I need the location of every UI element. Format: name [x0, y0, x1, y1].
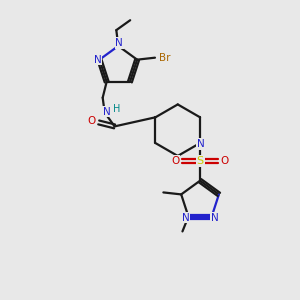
Text: N: N — [116, 38, 123, 48]
Text: O: O — [221, 156, 229, 166]
Text: O: O — [171, 156, 179, 166]
Text: N: N — [182, 212, 189, 223]
Text: H: H — [113, 103, 120, 114]
Text: N: N — [211, 212, 218, 223]
Text: N: N — [197, 139, 205, 149]
Text: O: O — [88, 116, 96, 126]
Text: N: N — [94, 55, 101, 65]
Text: Br: Br — [159, 53, 171, 63]
Text: N: N — [103, 106, 110, 116]
Text: S: S — [196, 156, 204, 166]
